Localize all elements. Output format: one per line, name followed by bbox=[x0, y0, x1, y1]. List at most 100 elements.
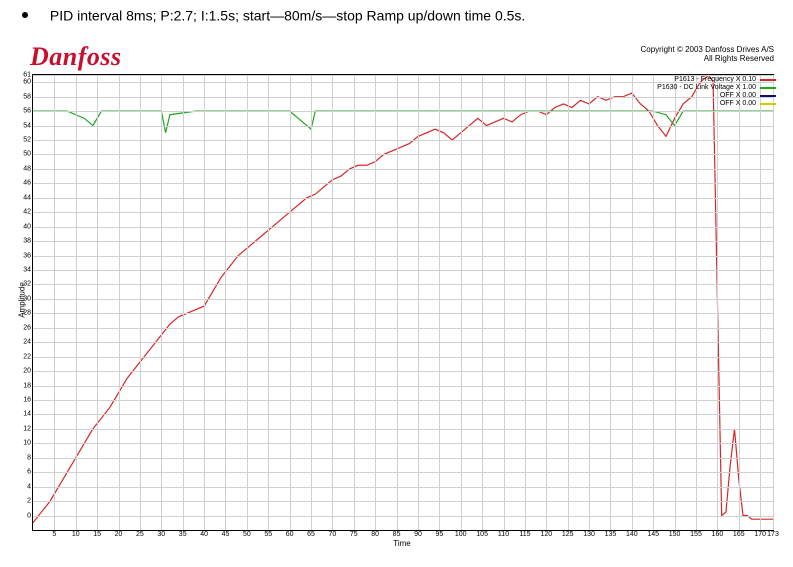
legend-label: OFF X 0.00 bbox=[720, 100, 756, 107]
gridline-h bbox=[33, 342, 773, 343]
gridline-v bbox=[140, 75, 141, 530]
y-tick-label: 24 bbox=[23, 339, 33, 346]
gridline-v bbox=[632, 75, 633, 530]
y-tick-label: 4 bbox=[27, 483, 33, 490]
gridline-v bbox=[375, 75, 376, 530]
gridline-h bbox=[33, 241, 773, 242]
y-tick-label: 20 bbox=[23, 368, 33, 375]
gridline-v bbox=[397, 75, 398, 530]
header: PID interval 8ms; P:2.7; I:1.5s; start—8… bbox=[22, 6, 525, 23]
y-tick-label: 16 bbox=[23, 397, 33, 404]
gridline-h bbox=[33, 400, 773, 401]
gridline-v bbox=[482, 75, 483, 530]
x-tick-label: 35 bbox=[179, 530, 187, 538]
gridline-v bbox=[610, 75, 611, 530]
y-tick-label: 40 bbox=[23, 223, 33, 230]
x-tick-label: 70 bbox=[329, 530, 337, 538]
y-tick-label: 56 bbox=[23, 108, 33, 115]
gridline-v bbox=[161, 75, 162, 530]
gridline-h bbox=[33, 126, 773, 127]
gridline-v bbox=[332, 75, 333, 530]
x-tick-label: 90 bbox=[414, 530, 422, 538]
gridline-h bbox=[33, 212, 773, 213]
gridline-v bbox=[461, 75, 462, 530]
legend-item: P1630 - DC Link Voltage X 1.00 bbox=[657, 84, 776, 91]
gridline-v bbox=[268, 75, 269, 530]
legend-swatch bbox=[760, 95, 776, 97]
legend-swatch bbox=[760, 79, 776, 81]
x-tick-label: 130 bbox=[583, 530, 595, 538]
gridline-h bbox=[33, 516, 773, 517]
y-tick-label: 42 bbox=[23, 209, 33, 216]
legend: P1613 - Frequency X 0.10P1630 - DC Link … bbox=[657, 76, 776, 108]
x-tick-label: 173 bbox=[767, 530, 779, 538]
gridline-v bbox=[97, 75, 98, 530]
x-tick-label: 15 bbox=[93, 530, 101, 538]
gridline-h bbox=[33, 328, 773, 329]
y-tick-label: 61 bbox=[23, 72, 33, 79]
x-tick-label: 80 bbox=[371, 530, 379, 538]
gridline-v bbox=[290, 75, 291, 530]
y-tick-label: 60 bbox=[23, 79, 33, 86]
gridline-v bbox=[439, 75, 440, 530]
x-tick-label: 100 bbox=[455, 530, 467, 538]
legend-swatch bbox=[760, 87, 776, 89]
gridline-h bbox=[33, 371, 773, 372]
x-tick-label: 125 bbox=[562, 530, 574, 538]
gridline-h bbox=[33, 313, 773, 314]
gridline-v bbox=[546, 75, 547, 530]
gridline-h bbox=[33, 458, 773, 459]
gridline-v bbox=[675, 75, 676, 530]
legend-item: OFF X 0.00 bbox=[657, 100, 776, 107]
gridline-v bbox=[54, 75, 55, 530]
x-tick-label: 60 bbox=[286, 530, 294, 538]
gridline-v bbox=[311, 75, 312, 530]
y-tick-label: 12 bbox=[23, 425, 33, 432]
y-tick-label: 34 bbox=[23, 267, 33, 274]
gridline-h bbox=[33, 472, 773, 473]
gridline-v bbox=[568, 75, 569, 530]
x-tick-label: 110 bbox=[498, 530, 509, 538]
x-tick-label: 145 bbox=[647, 530, 659, 538]
gridline-v bbox=[204, 75, 205, 530]
x-tick-label: 75 bbox=[350, 530, 358, 538]
gridline-h bbox=[33, 429, 773, 430]
gridline-h bbox=[33, 169, 773, 170]
gridline-h bbox=[33, 414, 773, 415]
legend-item: OFF X 0.00 bbox=[657, 92, 776, 99]
gridline-v bbox=[504, 75, 505, 530]
x-tick-label: 150 bbox=[669, 530, 681, 538]
gridline-v bbox=[760, 75, 761, 530]
gridline-h bbox=[33, 299, 773, 300]
gridline-h bbox=[33, 111, 773, 112]
plot-area: 5101520253035404550556065707580859095100… bbox=[32, 74, 774, 531]
x-tick-label: 50 bbox=[243, 530, 251, 538]
y-tick-label: 52 bbox=[23, 137, 33, 144]
x-tick-label: 40 bbox=[200, 530, 208, 538]
chart: Danfoss Copyright © 2003 Danfoss Drives … bbox=[10, 40, 780, 560]
x-tick-label: 95 bbox=[435, 530, 443, 538]
legend-item: P1613 - Frequency X 0.10 bbox=[657, 76, 776, 83]
gridline-v bbox=[119, 75, 120, 530]
x-tick-label: 45 bbox=[222, 530, 230, 538]
legend-label: OFF X 0.00 bbox=[720, 92, 756, 99]
header-text: PID interval 8ms; P:2.7; I:1.5s; start—8… bbox=[50, 7, 525, 23]
gridline-v bbox=[739, 75, 740, 530]
gridline-v bbox=[717, 75, 718, 530]
gridline-v bbox=[76, 75, 77, 530]
y-axis-label: Amplitude bbox=[17, 282, 26, 318]
y-tick-label: 18 bbox=[23, 382, 33, 389]
y-tick-label: 58 bbox=[23, 93, 33, 100]
gridline-v bbox=[225, 75, 226, 530]
gridline-h bbox=[33, 487, 773, 488]
gridline-h bbox=[33, 256, 773, 257]
gridline-v bbox=[773, 75, 774, 530]
y-tick-label: 36 bbox=[23, 252, 33, 259]
x-tick-label: 25 bbox=[136, 530, 144, 538]
gridline-h bbox=[33, 501, 773, 502]
x-tick-label: 170 bbox=[754, 530, 766, 538]
x-tick-label: 120 bbox=[540, 530, 552, 538]
y-tick-label: 48 bbox=[23, 165, 33, 172]
copyright-line2: All Rights Reserved bbox=[640, 55, 774, 64]
x-tick-label: 160 bbox=[712, 530, 724, 538]
